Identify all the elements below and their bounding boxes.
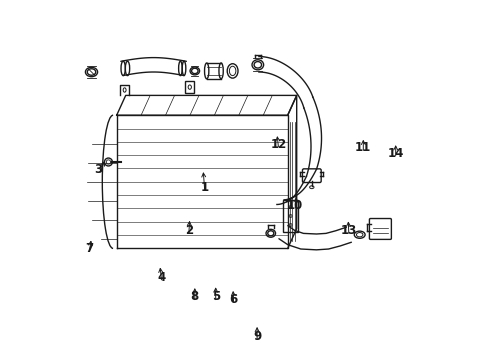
Text: 9: 9 [252,330,261,343]
Text: 5: 5 [211,291,220,303]
Text: 1: 1 [201,181,208,194]
Text: 8: 8 [190,291,199,303]
Text: 11: 11 [354,141,371,154]
Text: 14: 14 [386,147,403,159]
Text: 6: 6 [229,293,237,306]
Text: 2: 2 [184,224,192,237]
Text: 3: 3 [95,163,102,176]
Text: 4: 4 [157,271,165,284]
Text: 10: 10 [286,199,303,212]
Text: 13: 13 [340,224,356,237]
Text: 12: 12 [270,138,286,150]
Text: 7: 7 [85,242,93,255]
